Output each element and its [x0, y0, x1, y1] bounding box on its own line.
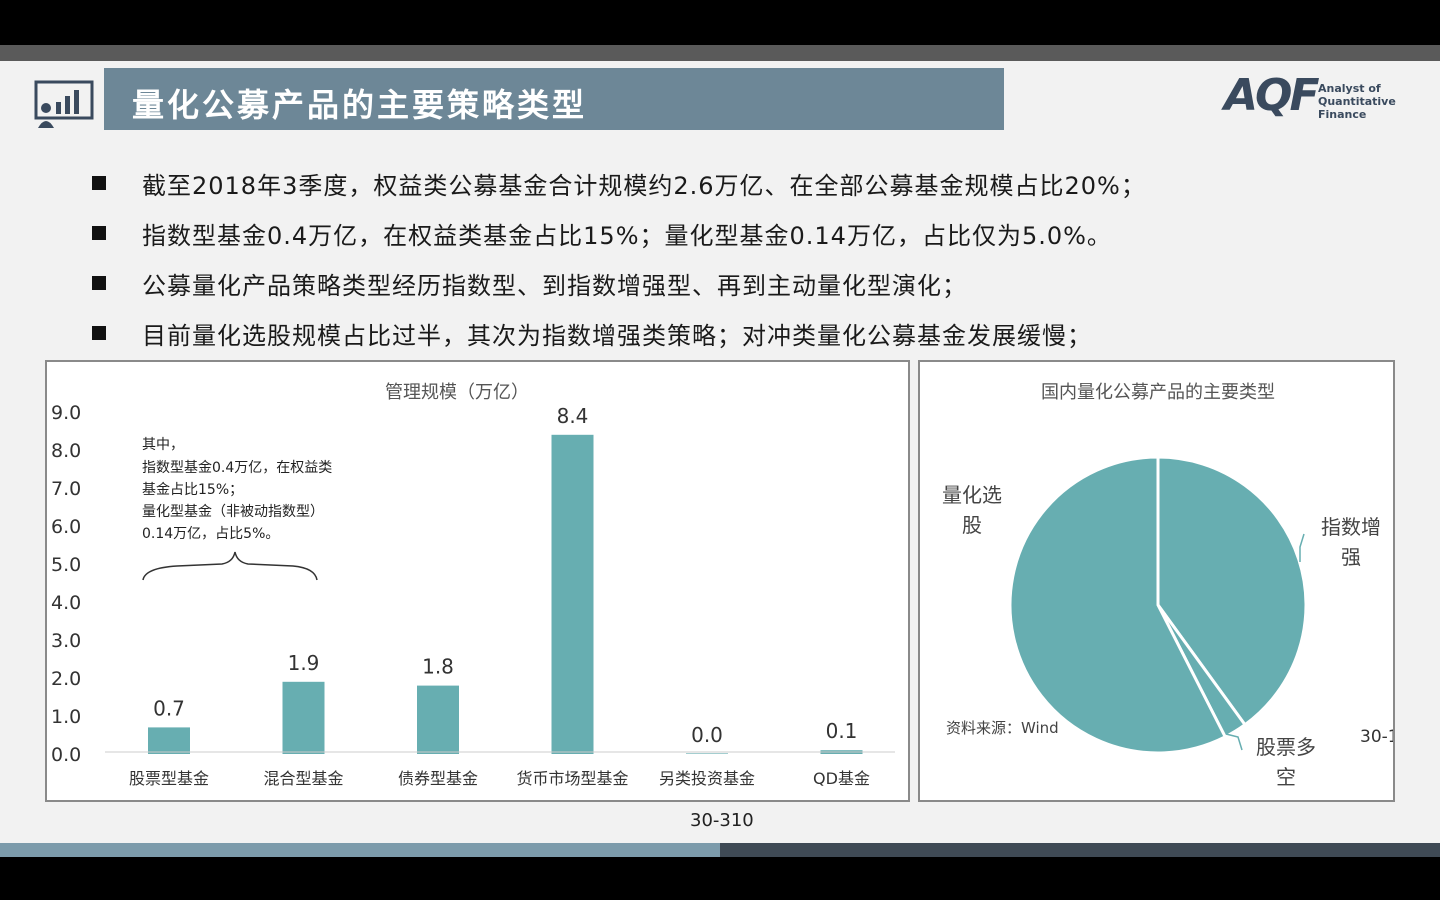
pie-slice [1156, 455, 1308, 727]
bullet-item: 指数型基金0.4万亿，在权益类基金占比15%；量化型基金0.14万亿，占比仅为5… [90, 208, 1390, 258]
annotation-line: 基金占比15%； [142, 481, 243, 498]
pie-slice [1008, 455, 1228, 755]
pie-label-long-short: 股票多 [1256, 735, 1316, 759]
pie-chart-panel: 国内量化公募产品的主要类型 量化选 股 指数增 强 股票多 空 资料来源：Win… [918, 360, 1420, 802]
pie-label-long-short: 空 [1276, 765, 1296, 789]
x-category-label: 股票型基金 [129, 769, 209, 788]
bar-value-label: 1.9 [288, 651, 320, 675]
bar-value-label: 0.0 [691, 723, 723, 747]
y-tick-label: 2.0 [51, 668, 81, 690]
logo-sub-line2: Quantitative Finance [1318, 95, 1396, 121]
bar-value-label: 0.1 [826, 719, 858, 743]
x-category-label: 另类投资基金 [659, 769, 755, 788]
pie-chart-title: 国内量化公募产品的主要类型 [1041, 382, 1275, 403]
bullet-text: 目前量化选股规模占比过半，其次为指数增强类策略；对冲类量化公募基金发展缓慢； [142, 321, 1092, 350]
bottom-strip [0, 843, 1440, 857]
bar [686, 753, 728, 754]
bullet-text: 指数型基金0.4万亿，在权益类基金占比15%；量化型基金0.14万亿，占比仅为5… [142, 221, 1112, 250]
bar-value-label: 1.8 [422, 655, 454, 679]
bullet-text: 公募量化产品策略类型经历指数型、到指数增强型、再到主动量化型演化； [142, 271, 967, 300]
bar [282, 681, 325, 754]
annotation-line: 其中， [142, 437, 184, 453]
bullet-item: 公募量化产品策略类型经历指数型、到指数增强型、再到主动量化型演化； [90, 258, 1390, 308]
leader-line [1299, 533, 1305, 562]
page-number: 30-310 [690, 810, 754, 831]
pie-label-quant-stock: 量化选 [942, 483, 1002, 507]
y-tick-label: 9.0 [51, 402, 81, 424]
page-reference: 30-105 [1360, 727, 1393, 747]
x-category-label: QD基金 [813, 769, 870, 788]
x-category-label: 货币市场型基金 [516, 769, 628, 788]
y-tick-label: 4.0 [51, 592, 81, 614]
bar-value-label: 0.7 [153, 696, 185, 720]
bullet-square-icon [92, 326, 106, 340]
bullet-list: 截至2018年3季度，权益类公募基金合计规模约2.6万亿、在全部公募基金规模占比… [90, 158, 1390, 358]
data-source: 资料来源：Wind [946, 719, 1059, 737]
chart-annotation: 其中， 指数型基金0.4万亿，在权益类 基金占比15%； 量化型基金（非被动指数… [142, 437, 332, 581]
logo-subtitle: Analyst of Quantitative Finance [1318, 82, 1432, 121]
presentation-icon [30, 80, 100, 130]
bar-chart-panel: 管理规模（万亿） 0.0 1.0 2.0 3.0 4.0 5.0 6.0 7.0 8.0 9.0 … [45, 360, 910, 802]
bar-chart: 管理规模（万亿） 0.01.02.03.04.05.06.07.08.09.0 … [51, 382, 895, 788]
y-tick-label: 6.0 [51, 516, 81, 538]
pie-label-quant-stock: 股 [962, 513, 982, 537]
bottom-strip-accent [0, 843, 720, 857]
leader-line [1225, 733, 1243, 751]
y-tick-label: 0.0 [51, 744, 81, 766]
y-tick-label: 3.0 [51, 630, 81, 652]
bullet-text: 截至2018年3季度，权益类公募基金合计规模约2.6万亿、在全部公募基金规模占比… [142, 171, 1146, 200]
bar-value-label: 8.4 [557, 404, 589, 428]
y-tick-label: 5.0 [51, 554, 81, 576]
x-category-label: 混合型基金 [263, 769, 343, 788]
curly-brace-icon [142, 551, 318, 581]
x-category-label: 债券型基金 [398, 769, 478, 788]
bar-chart-title: 管理规模（万亿） [385, 382, 529, 403]
top-strip [0, 45, 1440, 61]
bar [417, 685, 459, 754]
logo-sub-line1: Analyst of [1318, 82, 1381, 95]
y-tick-label: 8.0 [51, 440, 81, 462]
bullet-square-icon [92, 226, 106, 240]
bullet-item: 截至2018年3季度，权益类公募基金合计规模约2.6万亿、在全部公募基金规模占比… [90, 158, 1390, 208]
aqf-logo: AQF Analyst of Quantitative Finance [1222, 68, 1432, 121]
pie-chart: 国内量化公募产品的主要类型 量化选 股 指数增 强 股票多 空 资料来源：Win… [942, 382, 1420, 789]
annotation-line: 0.14万亿，占比5%。 [142, 526, 279, 542]
bullet-square-icon [92, 176, 106, 190]
bar [551, 434, 594, 754]
annotation-line: 指数型基金0.4万亿，在权益类 [142, 459, 332, 476]
bullet-square-icon [92, 276, 106, 290]
bullet-item: 目前量化选股规模占比过半，其次为指数增强类策略；对冲类量化公募基金发展缓慢； [90, 308, 1390, 358]
y-tick-label: 7.0 [51, 478, 81, 500]
y-tick-label: 1.0 [51, 706, 81, 728]
pie-label-index-enhanced: 指数增 [1321, 515, 1381, 539]
pie-label-index-enhanced: 强 [1341, 545, 1361, 569]
bar [148, 727, 190, 754]
logo-mark: AQF [1224, 70, 1320, 121]
annotation-line: 量化型基金（非被动指数型） [142, 503, 324, 520]
slide-title: 量化公募产品的主要策略类型 [132, 86, 588, 124]
title-bar: 量化公募产品的主要策略类型 [104, 68, 1004, 130]
